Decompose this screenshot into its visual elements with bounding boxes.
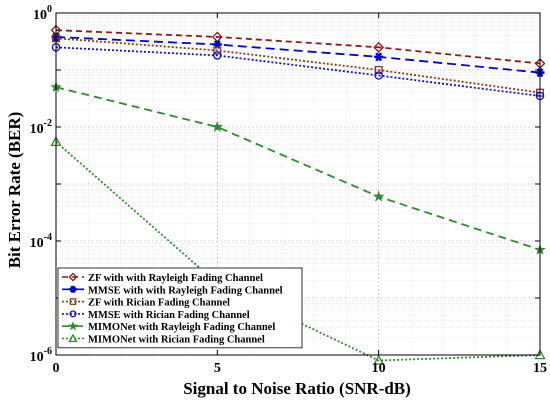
- series-line: [55, 29, 541, 65]
- y-tick-exponent: -2: [44, 118, 52, 129]
- series-line: [55, 46, 541, 97]
- legend-item: MMSE with Rician Fading Channel: [62, 310, 250, 321]
- star-marker: [68, 321, 78, 331]
- data-point-marker: [374, 65, 383, 75]
- y-tick-base: 10: [33, 8, 47, 23]
- x-tick-label: 10: [372, 361, 386, 376]
- legend-label: MIMONet with Rayleigh Fading Channel: [88, 322, 275, 333]
- data-point-marker: [374, 71, 383, 80]
- data-point-marker: [211, 31, 223, 43]
- series-4: [51, 43, 545, 101]
- x-axis-label: Signal to Noise Ratio (SNR-dB): [183, 379, 411, 398]
- legend-label: MIMONet with Rician Fading Channel: [88, 335, 265, 346]
- data-point-marker: [373, 41, 385, 53]
- series-5: [50, 81, 546, 255]
- diamond-marker: [68, 272, 78, 282]
- legend-box: [57, 267, 303, 349]
- y-tick-label: 100: [33, 4, 52, 23]
- data-point-marker: [372, 190, 385, 202]
- data-point-marker: [213, 51, 222, 60]
- legend-item: MMSE with with Rayleigh Fading Channel: [62, 285, 283, 296]
- y-tick-label: 10-6: [30, 346, 52, 365]
- legend-item: ZF with Rician Fading Channel: [62, 298, 230, 309]
- legend: ZF with with Rayleigh Fading ChannelMMSE…: [57, 267, 303, 349]
- y-axis-label: Bit Error Rate (BER): [5, 112, 24, 269]
- y-tick-exponent: 0: [47, 4, 52, 15]
- y-tick-exponent: -4: [44, 232, 52, 243]
- y-tick-base: 10: [30, 350, 44, 365]
- legend-label: MMSE with with Rayleigh Fading Channel: [88, 285, 283, 296]
- series-line: [55, 37, 541, 94]
- series-line: [55, 36, 541, 74]
- x-tick-label: 0: [53, 361, 60, 376]
- legend-item: MIMONet with Rician Fading Channel: [62, 333, 265, 346]
- series-1: [50, 24, 546, 69]
- y-tick-base: 10: [30, 122, 44, 137]
- x-tick-label: 15: [533, 361, 547, 376]
- x-tick-label: 5: [214, 361, 221, 376]
- legend-label: MMSE with Rician Fading Channel: [88, 310, 250, 321]
- data-point-marker: [213, 46, 222, 55]
- circle-marker: [69, 310, 77, 318]
- legend-label: ZF with with Rayleigh Fading Channel: [88, 273, 263, 284]
- data-point-marker: [374, 52, 384, 62]
- y-tick-label: 10-4: [30, 232, 52, 251]
- data-point-marker: [373, 354, 385, 365]
- square-marker: [69, 298, 77, 305]
- data-point-marker: [211, 120, 224, 132]
- series-line: [55, 86, 541, 251]
- triangle-marker: [68, 333, 78, 343]
- y-tick-base: 10: [30, 236, 44, 251]
- legend-item: MIMONet with Rayleigh Fading Channel: [62, 321, 275, 333]
- y-tick-label: 10-2: [30, 118, 52, 137]
- legend-item: ZF with with Rayleigh Fading Channel: [62, 272, 263, 284]
- asterisk-marker: [69, 285, 77, 294]
- legend-label: ZF with Rician Fading Channel: [88, 298, 230, 309]
- x-tick-labels: 0 5 10 15: [53, 361, 548, 376]
- y-tick-exponent: -6: [44, 346, 52, 357]
